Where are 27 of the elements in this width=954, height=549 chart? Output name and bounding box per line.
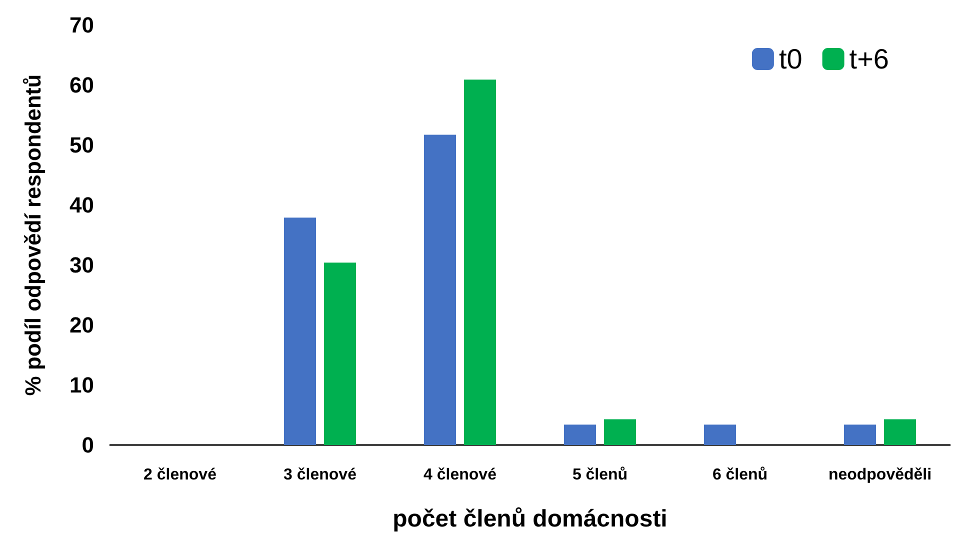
- legend-label: t+6: [849, 44, 889, 74]
- y-tick-label: 0: [82, 432, 94, 458]
- x-tick-label: 6 členů: [712, 466, 768, 484]
- y-tick-label: 40: [70, 192, 94, 218]
- bar: [464, 80, 496, 445]
- y-tick-label: 60: [70, 72, 94, 98]
- bar: [604, 419, 636, 445]
- y-tick-label: 30: [70, 252, 94, 278]
- y-tick-label: 20: [70, 312, 94, 338]
- bar: [704, 424, 736, 445]
- bar: [564, 424, 596, 445]
- legend-label: t0: [778, 44, 802, 74]
- x-axis-title: počet členů domácnosti: [392, 506, 668, 532]
- bar: [324, 262, 356, 445]
- y-tick-label: 70: [70, 12, 94, 38]
- bar: [884, 419, 916, 445]
- y-axis-title: % podíl odpovědí respondentů: [20, 74, 46, 396]
- bar: [844, 424, 876, 445]
- x-tick-label: 4 členové: [424, 466, 497, 484]
- y-tick-label: 50: [70, 132, 94, 158]
- x-tick-label: neodpověděli: [828, 466, 932, 484]
- x-tick-label: 2 členové: [144, 466, 217, 484]
- bar: [284, 218, 316, 445]
- x-tick-label: 5 členů: [572, 466, 628, 484]
- x-tick-label: 3 členové: [284, 466, 357, 484]
- bar: [424, 134, 456, 445]
- y-tick-label: 10: [70, 372, 94, 398]
